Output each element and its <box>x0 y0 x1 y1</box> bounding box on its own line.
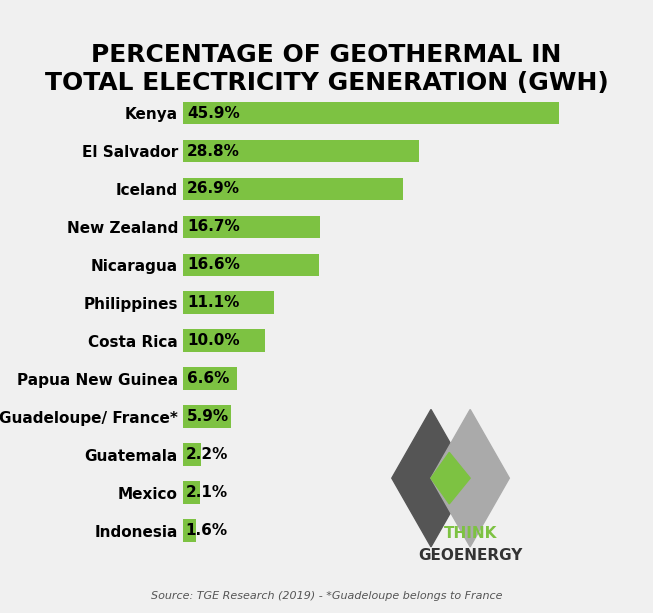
Text: 2.2%: 2.2% <box>185 447 228 462</box>
Polygon shape <box>431 452 470 504</box>
Bar <box>183 405 231 428</box>
Bar <box>183 519 196 542</box>
Bar <box>183 216 320 238</box>
Text: 45.9%: 45.9% <box>187 105 240 121</box>
Bar <box>183 443 201 466</box>
Text: THINK: THINK <box>443 525 497 541</box>
Text: 11.1%: 11.1% <box>187 295 239 310</box>
Text: 5.9%: 5.9% <box>187 409 229 424</box>
Bar <box>183 178 403 200</box>
Polygon shape <box>392 409 470 547</box>
Text: 10.0%: 10.0% <box>187 333 240 348</box>
Text: 28.8%: 28.8% <box>187 143 240 159</box>
Bar <box>183 254 319 276</box>
Text: 16.7%: 16.7% <box>187 219 240 234</box>
Polygon shape <box>431 409 509 547</box>
Bar <box>183 140 419 162</box>
Bar <box>183 367 237 390</box>
Text: 1.6%: 1.6% <box>185 523 227 538</box>
Text: 6.6%: 6.6% <box>187 371 229 386</box>
Bar <box>183 329 264 352</box>
Text: PERCENTAGE OF GEOTHERMAL IN
TOTAL ELECTRICITY GENERATION (GWH): PERCENTAGE OF GEOTHERMAL IN TOTAL ELECTR… <box>44 43 609 95</box>
Bar <box>183 102 559 124</box>
Bar <box>183 481 200 504</box>
Text: GEOENERGY: GEOENERGY <box>418 548 522 563</box>
Bar <box>183 291 274 314</box>
Text: Source: TGE Research (2019) - *Guadeloupe belongs to France: Source: TGE Research (2019) - *Guadeloup… <box>151 591 502 601</box>
Text: 16.6%: 16.6% <box>187 257 240 272</box>
Text: 26.9%: 26.9% <box>187 181 240 197</box>
Text: 2.1%: 2.1% <box>185 485 227 500</box>
